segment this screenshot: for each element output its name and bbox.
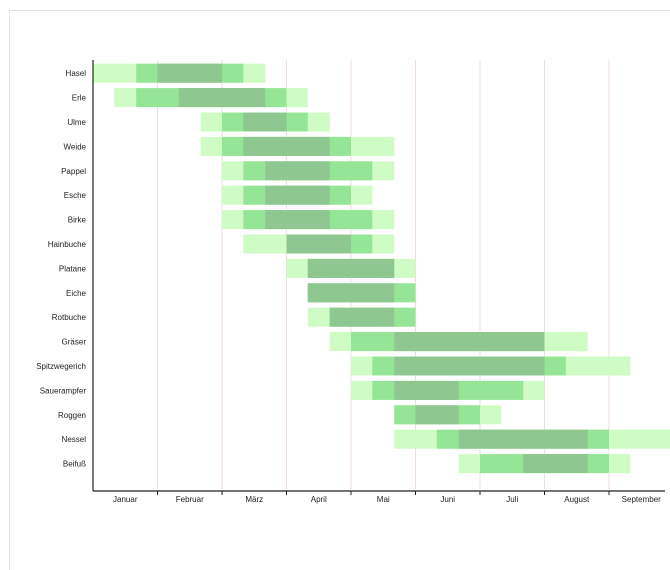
bar-strong — [394, 380, 459, 400]
plant-label: Birke — [68, 216, 87, 225]
x-tick-label: März — [245, 495, 263, 504]
plant-label: Esche — [64, 191, 87, 200]
plant-label: Spitzwegerich — [36, 362, 86, 371]
plant-label: Pappel — [61, 167, 86, 176]
bar-strong — [178, 88, 266, 108]
x-tick-label: September — [622, 495, 661, 504]
plant-label: Platane — [59, 264, 87, 273]
plant-label: Nessel — [62, 435, 87, 444]
x-tick-label: April — [311, 495, 327, 504]
plant-label: Gräser — [62, 338, 87, 347]
plant-label: Ulme — [67, 118, 86, 127]
bar-strong — [394, 332, 545, 352]
bar-strong — [329, 307, 395, 327]
bar-strong — [265, 161, 330, 181]
plant-label: Hainbuche — [48, 240, 87, 249]
plant-label: Erle — [72, 94, 87, 103]
plant-label: Roggen — [58, 411, 86, 420]
x-tick-label: Juni — [440, 495, 455, 504]
bar-strong — [286, 234, 351, 254]
bar-strong — [523, 454, 588, 474]
bar-strong — [307, 258, 395, 278]
plant-label: Weide — [63, 142, 86, 151]
plant-label: Hasel — [66, 69, 87, 78]
bar-strong — [458, 429, 588, 449]
x-tick-label: Mai — [377, 495, 390, 504]
plant-label: Eiche — [66, 289, 87, 298]
bar-strong — [243, 136, 330, 156]
x-tick-label: August — [564, 495, 590, 504]
bar-strong — [307, 283, 395, 303]
x-tick-label: Februar — [176, 495, 204, 504]
bar-strong — [243, 112, 287, 132]
plant-label: Rotbuche — [52, 313, 87, 322]
plant-label: Sauerampfer — [40, 386, 87, 395]
x-tick-label: Juli — [506, 495, 518, 504]
bar-strong — [394, 356, 545, 376]
bar-strong — [157, 63, 222, 83]
bar-strong — [415, 405, 459, 425]
bar-strong — [265, 185, 330, 205]
x-tick-label: Januar — [113, 495, 138, 504]
bar-strong — [265, 210, 330, 230]
chart-frame — [9, 10, 670, 570]
pollen-calendar-chart: Hasel Erle Ulme Weide Pappel Esche Birke Hainbu… — [36, 60, 670, 504]
plant-label: Beifuß — [63, 460, 86, 469]
